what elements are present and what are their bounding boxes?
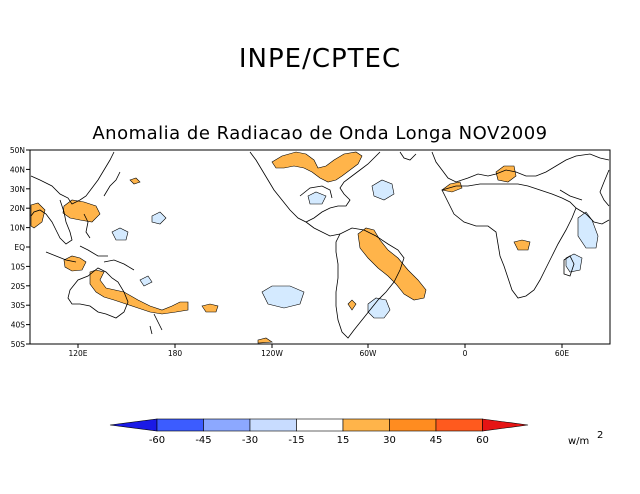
- coastline-florida-gulf: [299, 185, 333, 199]
- colorbar-tick: -60: [149, 435, 165, 446]
- coastline-europe: [431, 151, 610, 183]
- anomaly-region: [261, 285, 305, 309]
- anomaly-region: [201, 303, 219, 313]
- anomaly-region: [139, 275, 153, 287]
- colorbar-unit: w/m: [568, 436, 589, 447]
- anomaly-region: [89, 269, 189, 315]
- lat-label: 40N: [10, 165, 25, 174]
- colorbar-right-arrow: [482, 418, 529, 432]
- anomaly-region: [371, 179, 395, 201]
- lat-label: EQ: [14, 243, 25, 252]
- coastline-new-zealand: [149, 313, 163, 335]
- colorbar-swatch: [203, 418, 251, 432]
- anomaly-region: [577, 211, 599, 249]
- colorbar-left-arrow: [109, 418, 158, 432]
- lat-label: 20S: [11, 282, 26, 291]
- coastline-south-america: [335, 227, 405, 339]
- map-frame: [29, 149, 611, 345]
- colorbar-tick: 15: [337, 435, 350, 446]
- colorbar-swatch: [342, 418, 390, 432]
- colorbar-unit-exponent: 2: [597, 430, 603, 441]
- anomaly-region: [307, 191, 327, 205]
- coastlines: [30, 151, 610, 339]
- lat-label: 30N: [10, 185, 25, 194]
- anomaly-region: [63, 255, 87, 272]
- coastline-indonesia: [45, 245, 108, 263]
- lat-label: 40S: [11, 321, 26, 330]
- lon-label: 60W: [360, 349, 378, 358]
- colorbar: -60 -45 -30 -15 15 30 45 60 w/m 2: [109, 418, 603, 447]
- negative-anomaly-regions: [111, 179, 599, 319]
- anomaly-region: [495, 165, 517, 183]
- colorbar-tick: 60: [476, 435, 489, 446]
- coastline-australia: [67, 267, 129, 319]
- coastline-japan: [103, 171, 121, 197]
- lon-label: 0: [463, 349, 468, 358]
- colorbar-tick: 45: [430, 435, 443, 446]
- positive-anomaly-regions: [30, 151, 531, 344]
- lon-label: 180: [168, 349, 183, 358]
- coastline-new-guinea: [103, 259, 135, 271]
- lon-label: 60E: [555, 349, 570, 358]
- coastline-india: [599, 169, 610, 207]
- colorbar-swatch: [296, 418, 344, 432]
- coastline-africa: [441, 183, 577, 299]
- institution-title: INPE/CPTEC: [238, 44, 402, 74]
- colorbar-swatch: [249, 418, 297, 432]
- coastline-central-america: [305, 221, 341, 237]
- longitude-labels: 120E 180 120W 60W 0 60E: [68, 349, 569, 358]
- colorbar-swatch: [156, 418, 204, 432]
- colorbar-tick: -45: [195, 435, 211, 446]
- anomaly-region: [111, 227, 129, 241]
- coastline-philippines: [83, 213, 91, 239]
- anomaly-region: [151, 211, 167, 225]
- lon-label: 120W: [261, 349, 283, 358]
- coastline-north-america: [249, 151, 381, 223]
- anomaly-region: [30, 202, 46, 229]
- anomaly-region: [565, 253, 583, 273]
- anomaly-region: [129, 177, 141, 185]
- lat-label: 50N: [10, 146, 25, 155]
- coastline-greenland: [399, 151, 417, 161]
- map-title: Anomalia de Radiacao de Onda Longa NOV20…: [92, 123, 548, 144]
- coastline-arabia: [559, 189, 610, 225]
- coastline-east-asia: [30, 151, 115, 245]
- colorbar-swatch: [435, 418, 483, 432]
- coastline-madagascar: [563, 255, 575, 277]
- anomaly-region: [271, 151, 363, 183]
- lat-label: 30S: [11, 301, 26, 310]
- anomaly-region: [257, 337, 273, 344]
- latitude-labels: 50N 40N 30N 20N 10N EQ 10S 20S 30S 40S 5…: [10, 146, 25, 349]
- colorbar-tick: -15: [288, 435, 304, 446]
- lon-label: 120E: [68, 349, 87, 358]
- anomaly-region: [367, 297, 391, 319]
- lat-label: 10S: [11, 262, 26, 271]
- axis-ticks: [26, 149, 563, 348]
- lat-label: 50S: [11, 340, 26, 349]
- lat-label: 20N: [10, 204, 25, 213]
- anomaly-region: [513, 239, 531, 251]
- lat-label: 10N: [10, 224, 25, 233]
- colorbar-tick: -30: [242, 435, 258, 446]
- colorbar-tick: 30: [383, 435, 396, 446]
- colorbar-swatch: [389, 418, 437, 432]
- anomaly-region: [347, 299, 357, 311]
